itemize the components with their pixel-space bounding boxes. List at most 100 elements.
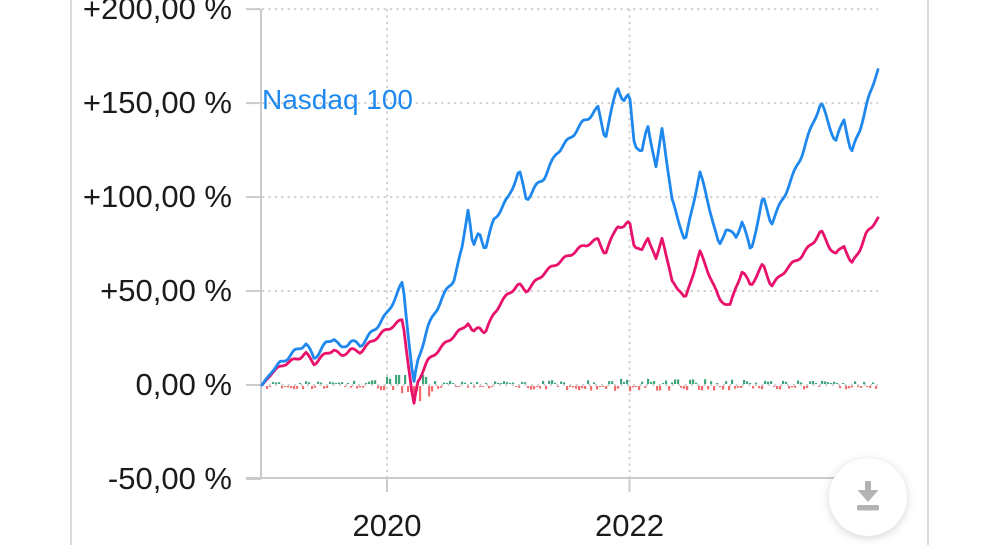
change-bar-up	[278, 382, 281, 384]
change-bar-up	[386, 376, 389, 384]
change-bar-up	[827, 382, 830, 384]
change-bar-up	[446, 382, 449, 384]
change-bar-up	[641, 381, 644, 384]
change-bar-up	[755, 382, 758, 384]
change-bar-down	[419, 386, 422, 402]
change-bar-up	[677, 379, 680, 384]
change-bar-up	[497, 382, 500, 384]
change-bar-up	[443, 382, 446, 384]
change-bar-up	[695, 382, 698, 384]
change-bar-up	[863, 381, 866, 384]
change-bar-down	[281, 386, 284, 389]
change-bar-down	[293, 386, 296, 390]
change-bar-down	[407, 386, 410, 392]
change-bar-down	[752, 386, 755, 389]
change-bar-up	[815, 383, 818, 384]
change-bar-down	[302, 386, 305, 390]
change-bar-up	[563, 382, 566, 384]
change-bar-down	[440, 386, 443, 388]
x-axis-label: 2022	[595, 508, 664, 543]
change-bar-down	[632, 386, 635, 388]
change-bar-down	[845, 386, 848, 390]
change-bar-up	[854, 381, 857, 384]
y-axis-label: +200,00 %	[82, 0, 232, 27]
change-bar-up	[461, 381, 464, 384]
change-bar-down	[806, 386, 809, 388]
change-bar-down	[686, 386, 689, 391]
change-bar-down	[539, 386, 542, 389]
change-bar-up	[353, 380, 356, 384]
change-bar-up	[785, 381, 788, 384]
change-bar-down	[479, 386, 482, 388]
change-bar-up	[521, 381, 524, 384]
change-bar-down	[518, 386, 521, 388]
change-bar-down	[860, 386, 863, 388]
change-bar-down	[875, 386, 878, 389]
change-bar-down	[773, 386, 776, 387]
change-bar-down	[467, 386, 470, 388]
change-bar-down	[356, 386, 359, 389]
change-bar-down	[284, 386, 287, 387]
change-bar-down	[734, 386, 737, 389]
change-bar-down	[758, 386, 761, 389]
change-bar-down	[311, 386, 314, 390]
change-bar-up	[731, 379, 734, 384]
change-bar-up	[842, 383, 845, 384]
change-bar-down	[413, 386, 416, 395]
change-bar-down	[569, 386, 572, 388]
change-bar-up	[623, 381, 626, 384]
y-axis-label: 0,00 %	[135, 367, 232, 402]
change-bar-down	[326, 386, 329, 389]
change-bar-down	[527, 386, 530, 389]
change-bar-up	[299, 382, 302, 384]
change-bar-up	[341, 382, 344, 384]
change-bar-down	[590, 386, 593, 391]
change-bar-down	[719, 386, 722, 388]
change-bar-down	[644, 386, 647, 388]
change-bar-up	[743, 379, 746, 384]
change-bar-up	[509, 383, 512, 384]
change-bar-down	[857, 386, 860, 388]
change-bar-up	[608, 381, 611, 384]
change-bar-down	[818, 386, 821, 387]
change-bar-up	[320, 382, 323, 384]
change-bar-up	[317, 381, 320, 384]
change-bar-down	[401, 386, 404, 394]
change-bar-down	[839, 386, 842, 389]
change-bar-down	[290, 386, 293, 388]
change-bar-up	[332, 382, 335, 384]
change-bar-up	[821, 380, 824, 384]
change-bar-down	[788, 386, 791, 389]
change-bar-down	[545, 386, 548, 390]
y-axis-label: -50,00 %	[107, 460, 232, 496]
change-bar-down	[599, 386, 602, 388]
change-bar-down	[668, 386, 671, 391]
change-bar-down	[350, 386, 353, 388]
change-bar-up	[470, 382, 473, 384]
change-bar-up	[272, 381, 275, 384]
change-bar-down	[629, 386, 632, 392]
change-bar-down	[713, 386, 716, 391]
change-bar-down	[605, 386, 608, 389]
change-bar-down	[431, 386, 434, 392]
change-bar-up	[329, 381, 332, 384]
change-bar-down	[488, 386, 491, 389]
change-bar-down	[428, 386, 431, 397]
change-bar-down	[578, 386, 581, 391]
x-axis-label: 2020	[352, 508, 422, 543]
change-bar-up	[275, 382, 278, 384]
change-bar-up	[500, 383, 503, 384]
change-bar-down	[794, 386, 797, 388]
nasdaq-100-line	[260, 68, 880, 387]
change-bar-up	[542, 380, 545, 384]
change-bar-up	[338, 382, 341, 384]
change-bar-down	[362, 386, 365, 388]
change-bar-down	[779, 386, 782, 390]
change-bar-down	[287, 386, 290, 388]
change-bar-up	[809, 381, 812, 384]
change-bar-down	[584, 386, 587, 390]
change-bar-down	[602, 386, 605, 388]
change-bar-up	[830, 383, 833, 384]
download-button[interactable]	[829, 458, 907, 536]
